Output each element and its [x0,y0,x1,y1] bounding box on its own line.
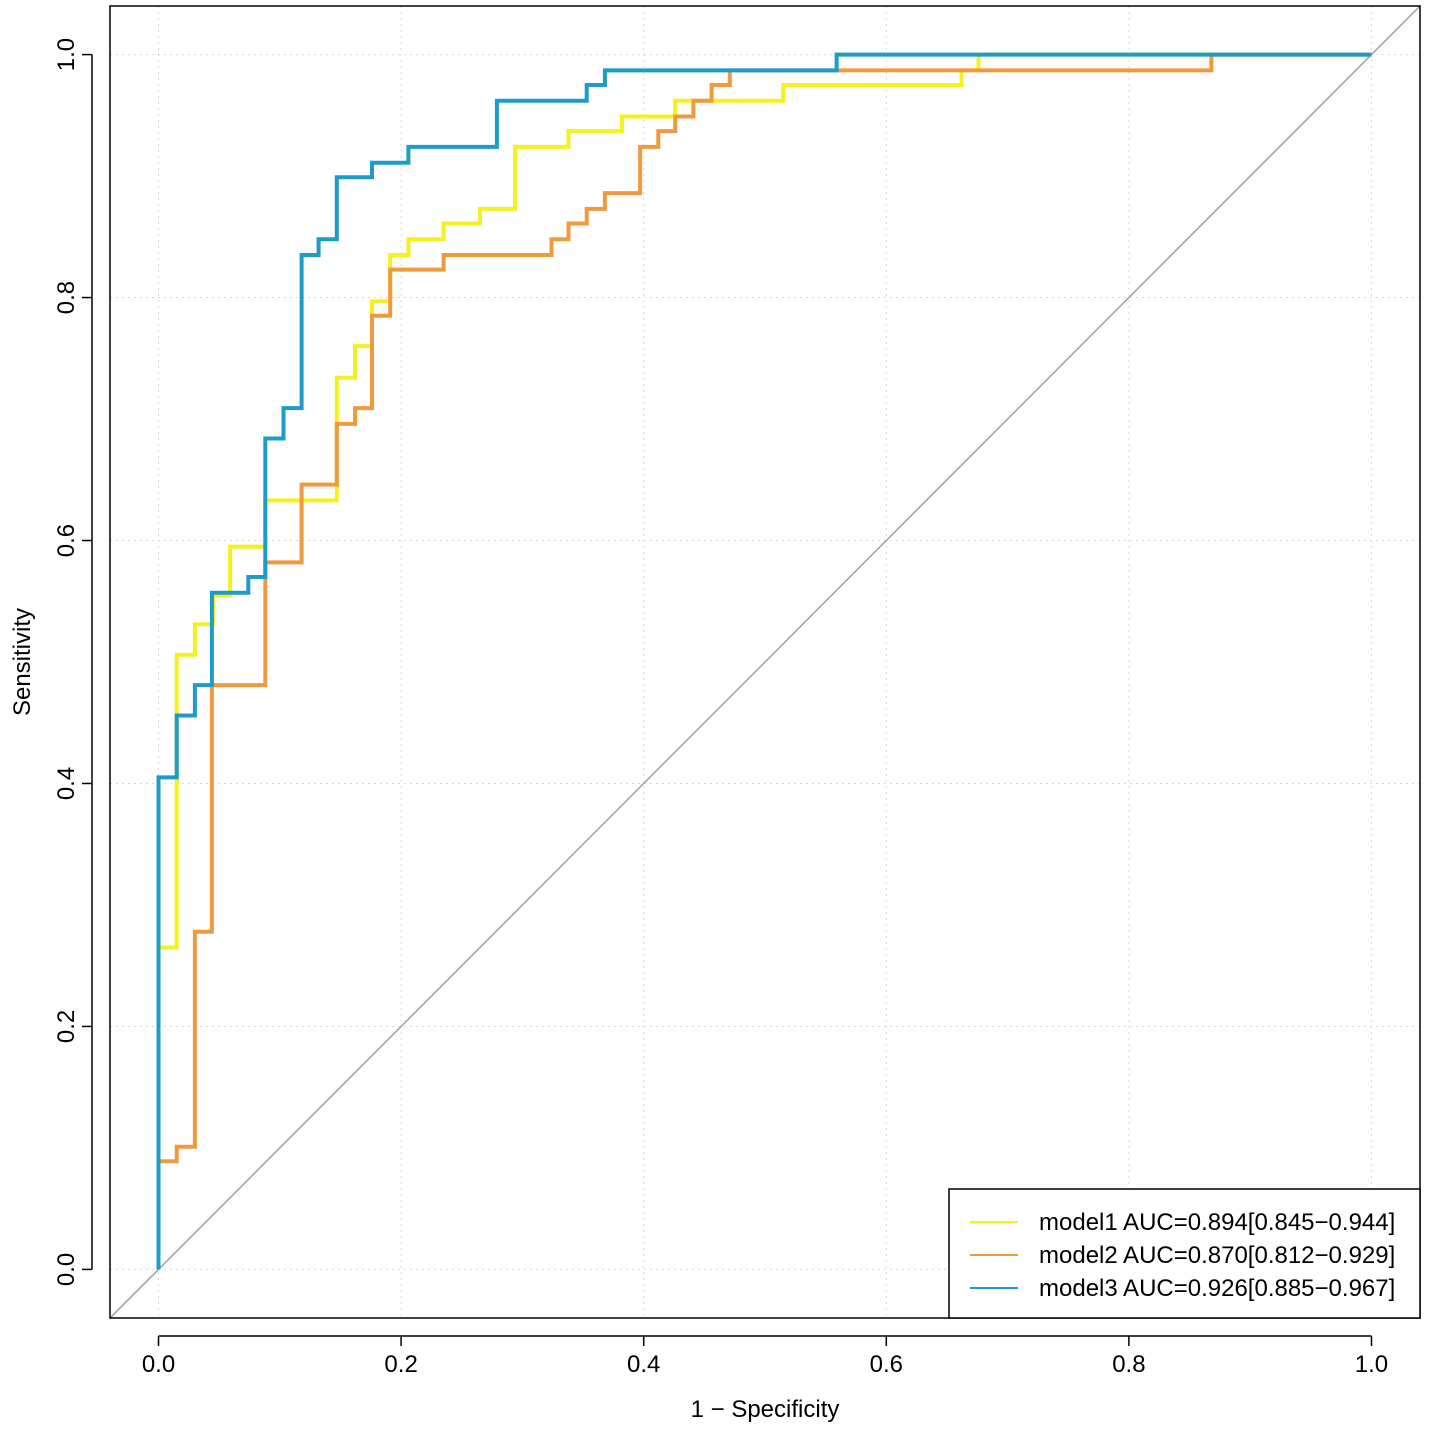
series-line-model2 [156,52,1372,1270]
y-tick-label: 0.2 [53,1010,80,1043]
grid [110,6,1420,1318]
x-tick-label: 0.6 [870,1351,903,1378]
y-tick-label: 0.6 [53,524,80,557]
y-tick-label: 0.8 [53,281,80,314]
y-tick-label: 0.4 [53,767,80,800]
legend-label-model2: model2 AUC=0.870[0.812−0.929] [1039,1242,1395,1269]
y-axis: 0.0 0.2 0.4 0.6 0.8 1.0 [53,38,93,1286]
legend: model1 AUC=0.894[0.845−0.944] model2 AUC=… [948,1188,1421,1319]
y-axis-title: Sensitivity [9,608,36,716]
x-tick-label: 0.2 [384,1351,417,1378]
legend-box [948,1188,1421,1319]
y-tick-label: 0.0 [53,1253,80,1286]
legend-label-model3: model3 AUC=0.926[0.885−0.967] [1039,1275,1395,1302]
x-tick-label: 0.4 [627,1351,660,1378]
x-axis-title: 1 − Specificity [691,1396,840,1423]
plot-frame [109,5,1421,1319]
x-tick-label: 0.0 [142,1351,175,1378]
x-axis: 0.0 0.2 0.4 0.6 0.8 1.0 [142,1335,1388,1378]
x-tick-label: 1.0 [1355,1351,1388,1378]
legend-label-model1: model1 AUC=0.894[0.845−0.944] [1039,1209,1395,1236]
reference-diagonal-line [109,5,1421,1319]
series-layer [156,52,1372,1270]
y-tick-label: 1.0 [53,38,80,71]
series-line-model3 [156,52,1372,1270]
x-tick-label: 0.8 [1112,1351,1145,1378]
